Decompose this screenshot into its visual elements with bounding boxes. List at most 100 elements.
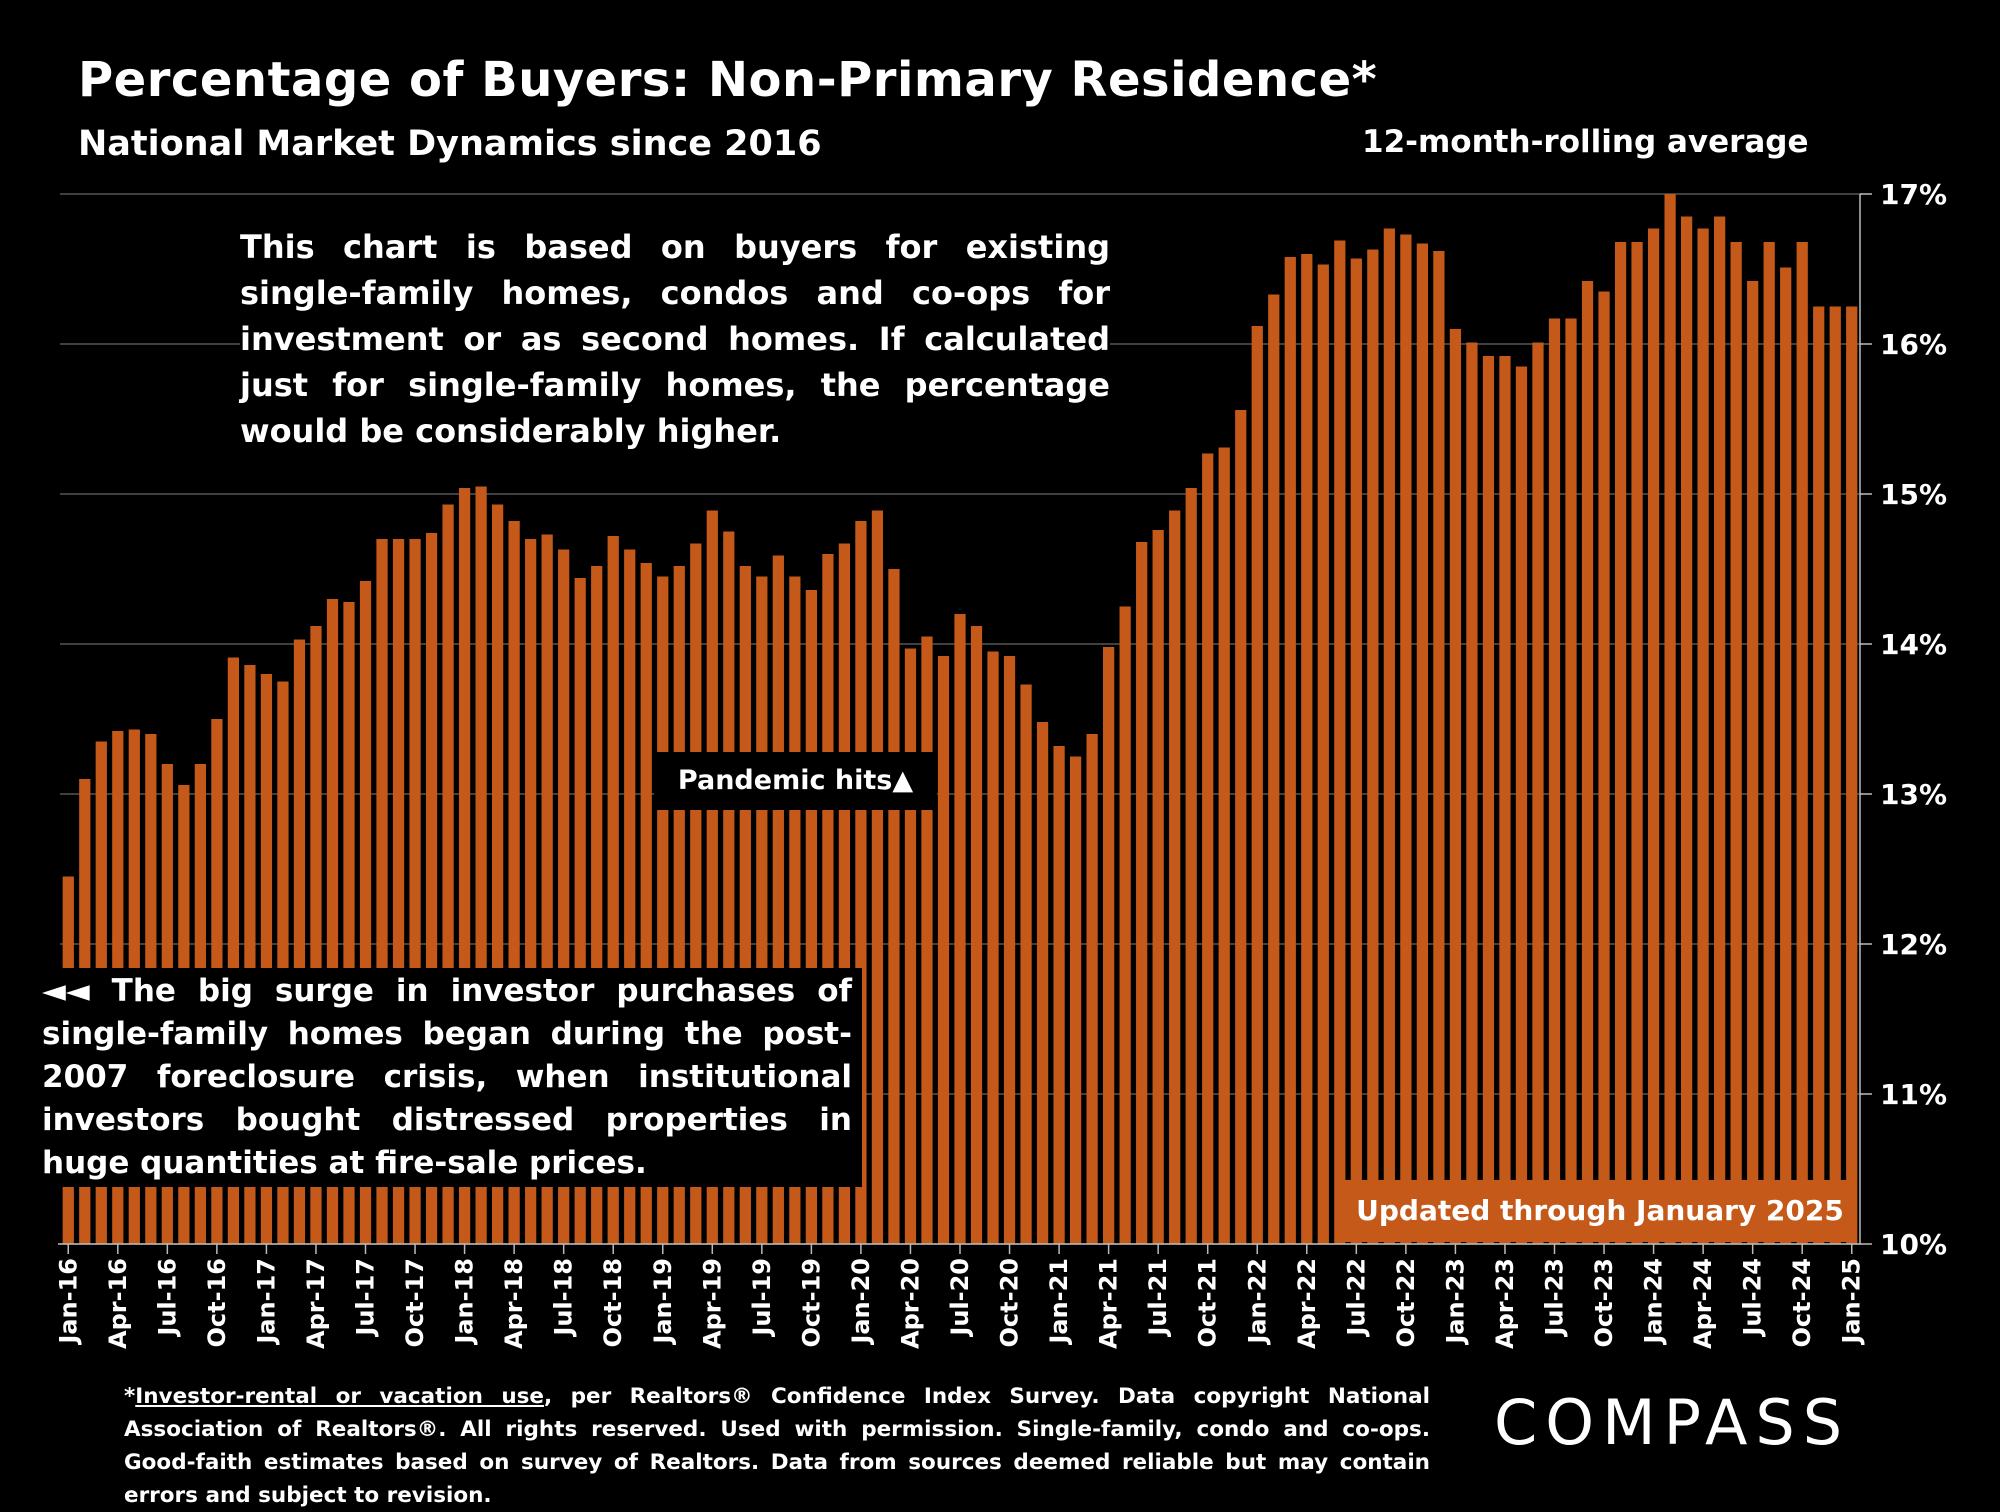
bar	[789, 576, 801, 1244]
bar	[458, 488, 471, 1244]
footnote-lead: *	[124, 1384, 136, 1409]
bar	[1036, 722, 1049, 1244]
bar	[227, 657, 240, 1244]
x-tick-label: Jul-23	[1541, 1258, 1569, 1338]
x-tick-label: Oct-17	[401, 1258, 429, 1347]
bar	[1350, 258, 1362, 1244]
bar	[442, 504, 454, 1244]
bar	[1103, 647, 1115, 1244]
y-tick-label: 17%	[1880, 178, 1947, 211]
bar	[888, 569, 900, 1244]
bar	[904, 648, 917, 1244]
x-tick-label: Jul-19	[748, 1258, 776, 1338]
bar	[1796, 242, 1808, 1244]
bar	[475, 486, 487, 1244]
bar	[772, 555, 784, 1244]
bar	[673, 566, 685, 1244]
bar	[921, 636, 933, 1244]
bar	[1433, 251, 1445, 1244]
bar	[326, 599, 339, 1244]
x-tick-label: Oct-21	[1194, 1258, 1222, 1347]
bar	[1680, 216, 1693, 1244]
bar	[1284, 257, 1296, 1244]
bar	[1400, 234, 1412, 1244]
bar	[1747, 281, 1759, 1244]
x-tick-label: Jan-18	[451, 1258, 479, 1346]
x-tick-label: Apr-23	[1491, 1258, 1519, 1349]
x-tick-label: Apr-24	[1689, 1258, 1717, 1349]
bar	[1152, 530, 1164, 1244]
bar	[1813, 306, 1825, 1244]
bar	[937, 656, 950, 1244]
bar	[756, 576, 768, 1244]
y-axis-ticks: 10% 11% 12% 13% 14% 15% 16% 17%	[1859, 178, 1947, 1261]
x-tick-label: Oct-22	[1392, 1258, 1420, 1347]
bar	[343, 602, 355, 1244]
bar	[310, 626, 322, 1244]
bar	[805, 590, 817, 1244]
x-tick-label: Jan-22	[1243, 1258, 1271, 1346]
bar	[855, 521, 867, 1244]
bar	[1185, 488, 1197, 1244]
x-tick-label: Jan-23	[1441, 1258, 1469, 1346]
bar	[1515, 366, 1528, 1244]
x-tick-label: Jan-24	[1640, 1258, 1668, 1346]
bar	[1069, 756, 1082, 1244]
bar	[987, 651, 999, 1244]
x-tick-label: Jan-19	[649, 1258, 677, 1346]
bar	[492, 504, 504, 1244]
bar	[260, 674, 273, 1244]
bar	[1136, 542, 1148, 1244]
y-tick-label: 16%	[1880, 328, 1947, 361]
bar	[359, 581, 372, 1244]
bar	[1383, 228, 1395, 1244]
bar	[1482, 356, 1495, 1244]
chart-note-top: This chart is based on buyers for existi…	[240, 222, 1110, 456]
bar	[1714, 216, 1726, 1244]
bar	[607, 536, 619, 1244]
x-tick-label: Oct-20	[996, 1258, 1024, 1347]
bar	[277, 681, 289, 1244]
y-tick-label: 11%	[1880, 1078, 1947, 1111]
x-tick-label: Jan-17	[252, 1258, 280, 1346]
bar	[525, 539, 537, 1244]
bar	[970, 626, 983, 1244]
x-tick-label: Apr-22	[1293, 1258, 1321, 1349]
bar	[1647, 228, 1660, 1244]
bar	[1086, 734, 1098, 1244]
bar	[1235, 410, 1247, 1244]
page-title: Percentage of Buyers: Non-Primary Reside…	[78, 52, 1378, 108]
page-subtitle: National Market Dynamics since 2016	[78, 124, 822, 164]
y-tick-label: 12%	[1880, 928, 1947, 961]
bar	[838, 543, 851, 1244]
bar	[1829, 306, 1841, 1244]
x-tick-label: Jul-24	[1739, 1258, 1767, 1338]
x-tick-label: Jan-21	[1045, 1258, 1073, 1346]
bar	[1466, 342, 1478, 1244]
bar	[706, 510, 718, 1244]
bar	[558, 549, 570, 1244]
x-tick-label: Jan-20	[847, 1258, 875, 1346]
y-tick-label: 14%	[1880, 628, 1947, 661]
bar	[1780, 267, 1792, 1244]
bar	[1697, 228, 1709, 1244]
bar	[409, 539, 421, 1244]
footnote-text: , per Realtors® Confidence Index Survey.…	[124, 1384, 1430, 1508]
bar	[1565, 318, 1577, 1244]
bar	[822, 554, 834, 1244]
updated-badge: Updated through January 2025	[1344, 1180, 1856, 1242]
pandemic-annotation: Pandemic hits▲	[654, 752, 937, 810]
x-tick-label: Oct-18	[599, 1258, 627, 1347]
x-tick-label: Jan-16	[54, 1258, 82, 1346]
x-tick-label: Oct-24	[1788, 1258, 1816, 1347]
bar	[1020, 684, 1032, 1244]
bar	[1202, 453, 1214, 1244]
x-tick-label: Jul-21	[1144, 1258, 1172, 1338]
x-tick-label: Oct-19	[797, 1258, 825, 1347]
x-tick-label: Apr-17	[302, 1258, 330, 1349]
y-tick-label: 13%	[1880, 778, 1947, 811]
bar	[624, 549, 636, 1244]
bar	[1119, 606, 1131, 1244]
bar	[954, 614, 966, 1244]
bar	[690, 543, 702, 1244]
